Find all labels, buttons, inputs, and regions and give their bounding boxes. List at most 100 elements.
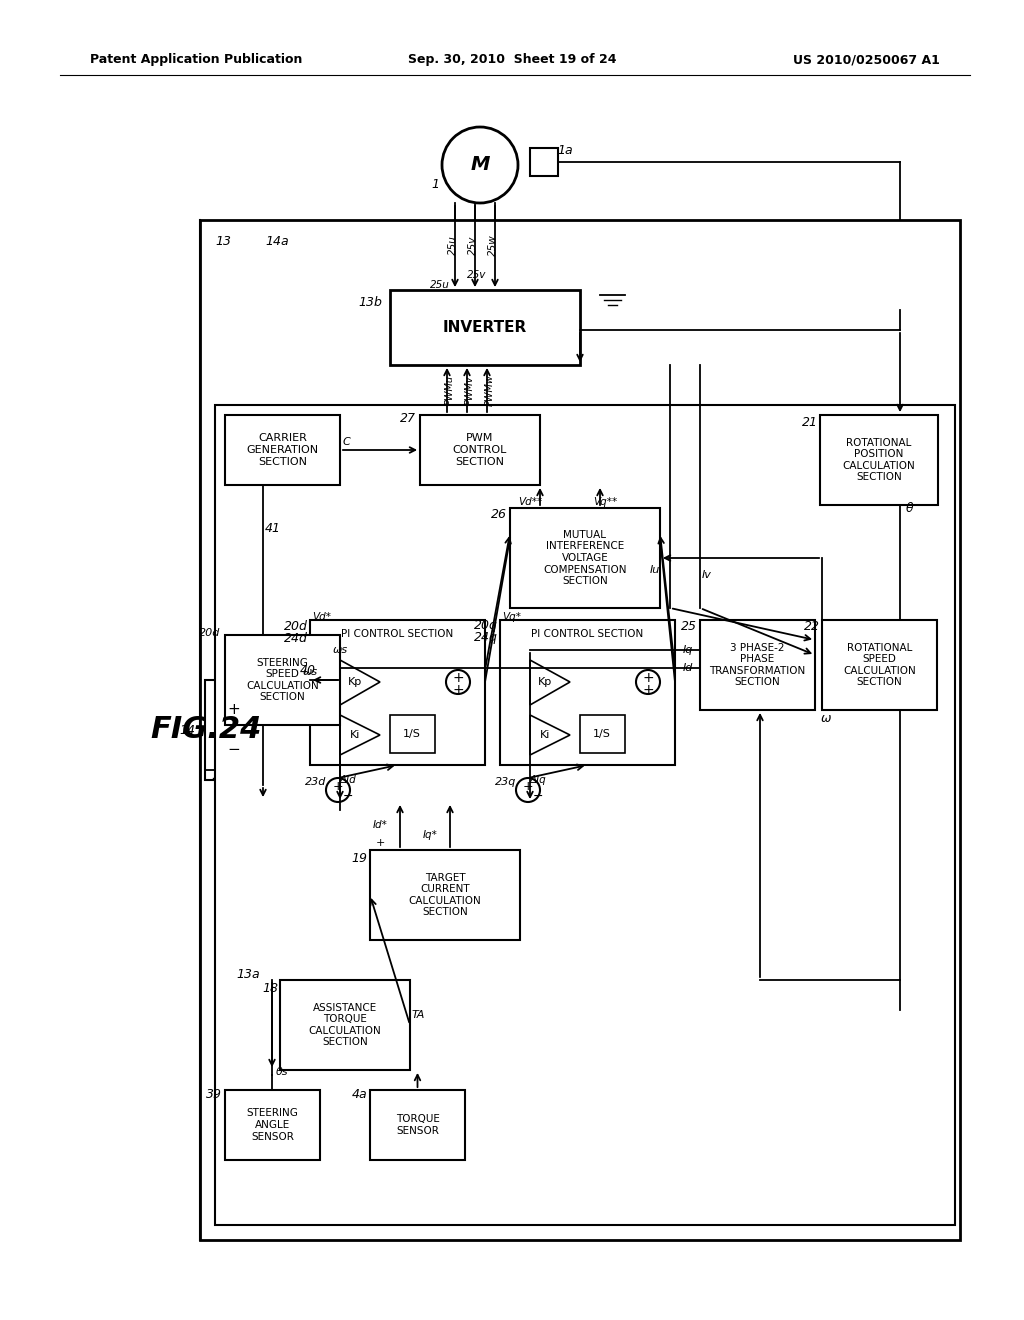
Text: Id*: Id*: [373, 820, 387, 830]
Bar: [225, 635, 340, 725]
Text: 20d: 20d: [199, 628, 220, 638]
Text: 1: 1: [431, 178, 439, 191]
Text: MUTUAL
INTERFERENCE
VOLTAGE
COMPENSATION
SECTION: MUTUAL INTERFERENCE VOLTAGE COMPENSATION…: [544, 529, 627, 586]
Text: 27: 27: [400, 412, 416, 425]
Text: −: −: [343, 789, 353, 803]
Text: 18: 18: [262, 982, 278, 994]
Text: FIG.24: FIG.24: [150, 715, 261, 744]
Polygon shape: [340, 660, 380, 705]
Text: Ki: Ki: [350, 730, 360, 741]
Text: +: +: [376, 838, 385, 847]
Text: 20d: 20d: [284, 619, 308, 632]
Bar: [822, 620, 937, 710]
Text: CARRIER
GENERATION
SECTION: CARRIER GENERATION SECTION: [247, 433, 318, 466]
Bar: [200, 220, 961, 1239]
Bar: [310, 620, 485, 766]
Text: Iu: Iu: [650, 565, 660, 576]
Text: Iv: Iv: [702, 570, 712, 579]
Text: PWMv: PWMv: [465, 375, 475, 405]
Text: 25: 25: [681, 619, 697, 632]
Text: 25w: 25w: [488, 234, 498, 256]
Text: θ: θ: [906, 502, 913, 515]
Text: 22: 22: [804, 619, 820, 632]
Text: Ki: Ki: [540, 730, 550, 741]
Text: 3 PHASE-2
PHASE
TRANSFORMATION
SECTION: 3 PHASE-2 PHASE TRANSFORMATION SECTION: [710, 643, 806, 688]
Text: ASSISTANCE
TORQUE
CALCULATION
SECTION: ASSISTANCE TORQUE CALCULATION SECTION: [308, 1003, 381, 1047]
Text: Vq*: Vq*: [502, 612, 521, 622]
Circle shape: [516, 777, 540, 803]
Text: ω: ω: [821, 711, 831, 725]
Bar: [390, 290, 580, 366]
Bar: [820, 414, 938, 506]
Text: 23q: 23q: [495, 777, 516, 787]
Text: 39: 39: [206, 1089, 222, 1101]
Text: Iq*: Iq*: [423, 830, 437, 840]
Text: C: C: [343, 437, 351, 447]
Bar: [530, 148, 558, 176]
Text: 24d: 24d: [284, 631, 308, 644]
Text: 24q: 24q: [474, 631, 498, 644]
Text: +: +: [333, 780, 343, 792]
Bar: [390, 715, 435, 752]
Text: 1/S: 1/S: [403, 729, 421, 739]
Text: 23d: 23d: [304, 777, 326, 787]
Text: 1/S: 1/S: [593, 729, 611, 739]
Text: 14a: 14a: [265, 235, 289, 248]
Text: US 2010/0250067 A1: US 2010/0250067 A1: [794, 54, 940, 66]
Text: 25v: 25v: [467, 271, 486, 280]
Text: TORQUE
SENSOR: TORQUE SENSOR: [395, 1114, 439, 1135]
Text: ROTATIONAL
SPEED
CALCULATION
SECTION: ROTATIONAL SPEED CALCULATION SECTION: [843, 643, 915, 688]
Text: 14: 14: [179, 723, 195, 737]
Text: PWM
CONTROL
SECTION: PWM CONTROL SECTION: [453, 433, 507, 466]
Text: STEERING
SPEED
CALCULATION
SECTION: STEERING SPEED CALCULATION SECTION: [246, 657, 318, 702]
Text: STEERING
ANGLE
SENSOR: STEERING ANGLE SENSOR: [247, 1109, 298, 1142]
Bar: [225, 414, 340, 484]
Text: 13a: 13a: [237, 969, 260, 982]
Bar: [225, 1090, 319, 1160]
Circle shape: [636, 671, 660, 694]
Bar: [215, 405, 955, 1225]
Text: Sep. 30, 2010  Sheet 19 of 24: Sep. 30, 2010 Sheet 19 of 24: [408, 54, 616, 66]
Bar: [420, 414, 540, 484]
Circle shape: [326, 777, 350, 803]
Text: Vq**: Vq**: [593, 498, 617, 507]
Text: Vd**: Vd**: [518, 498, 542, 507]
Text: Kp: Kp: [348, 677, 362, 686]
Text: Patent Application Publication: Patent Application Publication: [90, 54, 302, 66]
Text: 20q: 20q: [474, 619, 498, 632]
Bar: [370, 1090, 465, 1160]
Text: 40: 40: [300, 664, 316, 676]
Polygon shape: [530, 715, 570, 755]
Polygon shape: [530, 660, 570, 705]
Circle shape: [446, 671, 470, 694]
Text: PI CONTROL SECTION: PI CONTROL SECTION: [531, 630, 644, 639]
Text: +: +: [642, 682, 653, 697]
Text: PI CONTROL SECTION: PI CONTROL SECTION: [341, 630, 454, 639]
Text: 26: 26: [490, 507, 507, 520]
Text: 4a: 4a: [351, 1089, 367, 1101]
Text: ΔIq: ΔIq: [530, 775, 547, 785]
Bar: [510, 508, 660, 609]
Text: 41: 41: [265, 521, 281, 535]
Circle shape: [442, 127, 518, 203]
Text: 13b: 13b: [358, 296, 382, 309]
Text: Kp: Kp: [538, 677, 552, 686]
Text: +: +: [453, 682, 464, 697]
Text: Iq: Iq: [683, 645, 693, 655]
Text: 13: 13: [215, 235, 231, 248]
Text: 19: 19: [351, 851, 367, 865]
Bar: [500, 620, 675, 766]
Text: PWMu: PWMu: [445, 375, 455, 405]
Bar: [580, 715, 625, 752]
Text: 25u: 25u: [449, 235, 458, 255]
Text: Id: Id: [683, 663, 693, 673]
Text: ΔId: ΔId: [340, 775, 356, 785]
Text: PWMw: PWMw: [485, 374, 495, 407]
Text: ωs: ωs: [333, 645, 347, 655]
Text: 25v: 25v: [468, 235, 478, 255]
Bar: [370, 850, 520, 940]
Text: ωs: ωs: [302, 667, 317, 677]
Text: 25u: 25u: [430, 280, 450, 290]
Text: +: +: [227, 702, 241, 718]
Text: +: +: [453, 671, 464, 685]
